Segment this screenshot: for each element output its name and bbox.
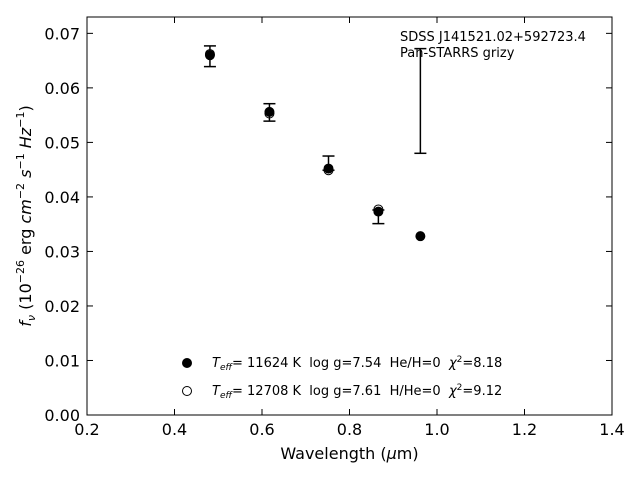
y-axis-label: fν (10−26 erg cm−2 s−1 Hz−1) — [14, 105, 38, 326]
data-point-open — [323, 165, 334, 176]
x-tick-label: 1.2 — [512, 420, 537, 439]
legend: Teff= 11624 K log g=7.54 He/H=0 χ2=8.18 … — [182, 355, 502, 401]
data-point-open — [264, 108, 275, 119]
x-tick-label: 0.6 — [249, 420, 274, 439]
data-point-filled — [373, 206, 384, 217]
x-tick-label: 1.0 — [424, 420, 449, 439]
y-tick-label: 0.07 — [44, 24, 80, 43]
annotation-object-name: SDSS J141521.02+592723.4 — [400, 30, 586, 45]
y-tick-label: 0.03 — [44, 242, 80, 261]
y-tick-label: 0.02 — [44, 297, 80, 316]
y-tick-label: 0.05 — [44, 133, 80, 152]
legend-label-open: Teff= 12708 K log g=7.61 H/He=0 χ2=9.12 — [212, 383, 502, 401]
error-bars — [203, 45, 427, 225]
data-point-open — [204, 49, 215, 60]
x-tick-label: 0.2 — [74, 420, 99, 439]
x-tick-label: 1.4 — [599, 420, 624, 439]
y-tick-label: 0.04 — [44, 188, 80, 207]
legend-label-filled: Teff= 11624 K log g=7.54 He/H=0 χ2=8.18 — [212, 355, 502, 373]
y-tick-label: 0.00 — [44, 406, 80, 425]
data-point-filled — [415, 231, 426, 242]
data-point-open — [373, 204, 384, 215]
legend-marker-filled — [182, 358, 192, 368]
annotation-survey: Pan-STARRS grizy — [400, 46, 515, 61]
data-points — [204, 49, 426, 242]
y-tick-label: 0.06 — [44, 79, 80, 98]
x-tick-label: 0.8 — [337, 420, 362, 439]
legend-marker-open — [182, 386, 192, 396]
x-axis-label: Wavelength (μm) — [280, 444, 418, 463]
x-tick-label: 0.4 — [162, 420, 187, 439]
x-axis-ticks: 0.2 0.4 0.6 0.8 1.0 1.2 1.4 — [74, 17, 625, 439]
y-tick-label: 0.01 — [44, 351, 80, 370]
y-axis-ticks: 0.00 0.01 0.02 0.03 0.04 0.05 0.06 0.07 — [44, 24, 612, 425]
